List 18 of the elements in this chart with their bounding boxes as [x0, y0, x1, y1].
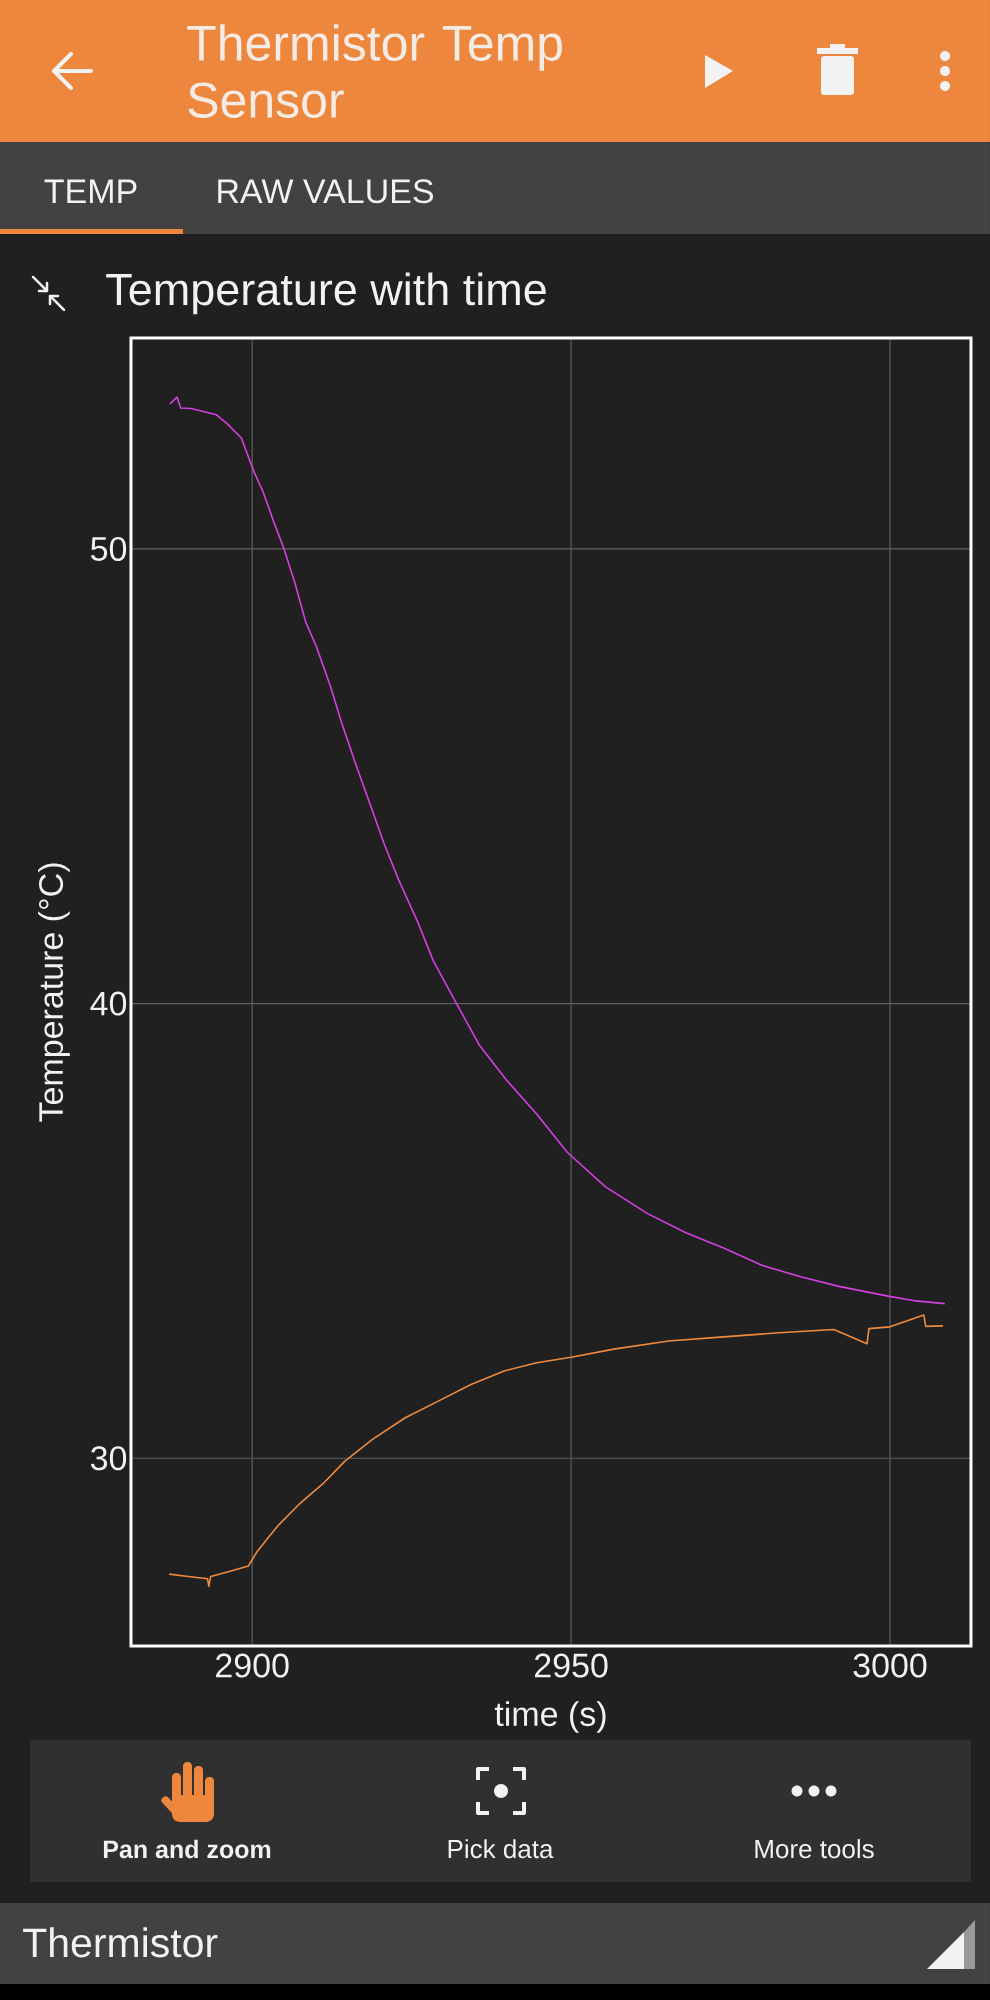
x-tick-label: 2950: [534, 1653, 608, 1678]
text: Thermistor Temp Sensor: [187, 24, 562, 118]
line-series: [168, 1314, 944, 1588]
y-axis-title: Temperature (°C): [38, 863, 70, 1122]
x-tick-label: 3000: [853, 1653, 927, 1678]
text: More tools: [755, 1839, 874, 1859]
y-tick-label: 30: [90, 1446, 127, 1471]
text: Pick data: [448, 1839, 554, 1859]
y-tick-label: 40: [90, 991, 127, 1016]
y-tick-label: 50: [91, 536, 127, 561]
line-series: [169, 396, 946, 1305]
text: RAW VALUES: [218, 179, 434, 204]
text: Pan and zoom: [103, 1839, 271, 1859]
text: Thermistor: [23, 1927, 218, 1958]
x-axis-title: time (s): [494, 1701, 606, 1733]
x-tick-label: 2900: [216, 1653, 289, 1678]
text: TEMP: [44, 179, 137, 203]
chart-title: Temperature with time: [106, 272, 546, 315]
